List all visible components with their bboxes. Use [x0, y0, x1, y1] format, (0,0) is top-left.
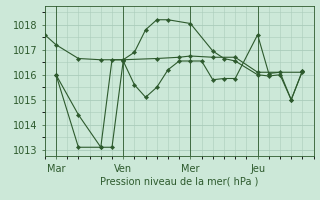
X-axis label: Pression niveau de la mer( hPa ): Pression niveau de la mer( hPa ) [100, 176, 258, 186]
